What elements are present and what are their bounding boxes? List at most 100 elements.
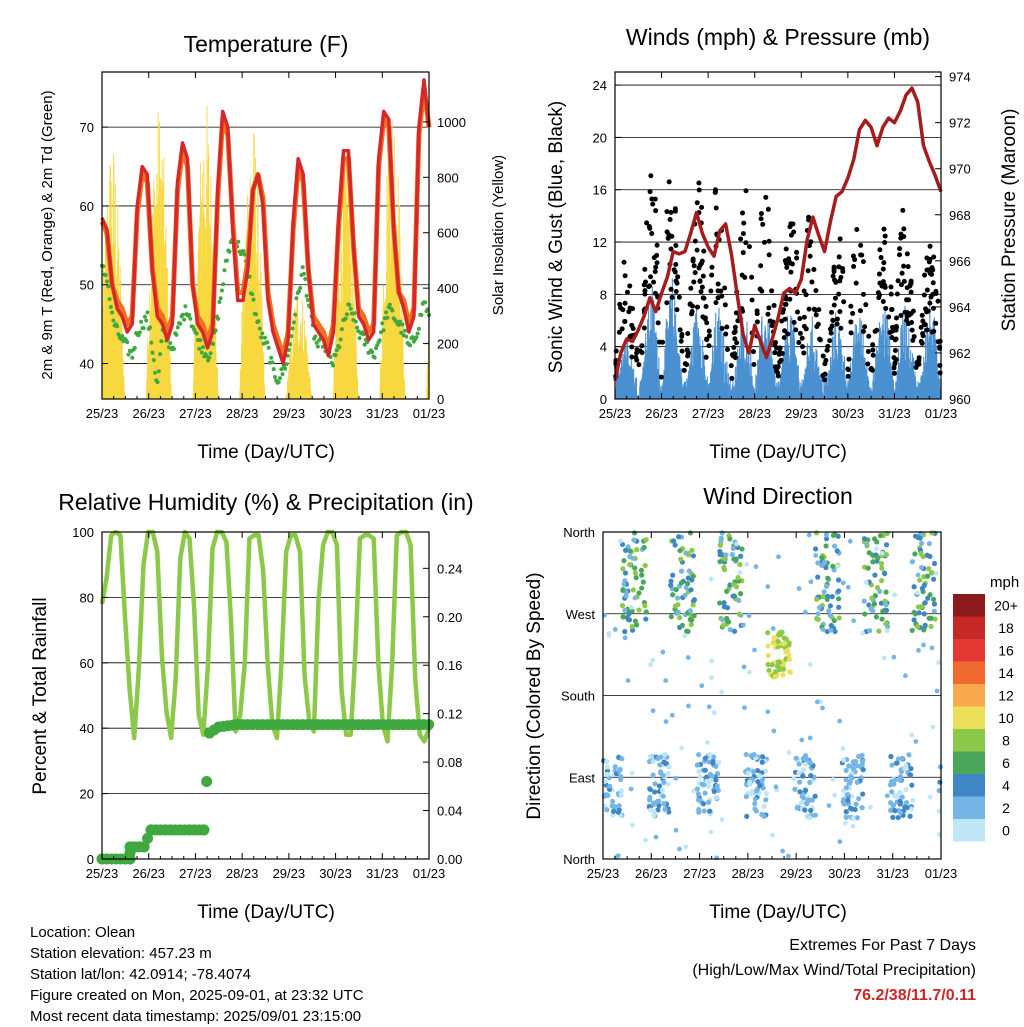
gust-point (684, 347, 690, 353)
gust-point (929, 271, 935, 277)
gust-point (807, 253, 813, 259)
gust-point (740, 250, 746, 256)
gust-point (904, 251, 910, 257)
direction-point (916, 610, 922, 616)
gust-point (889, 307, 895, 313)
direction-point (720, 617, 726, 623)
direction-point (892, 592, 898, 598)
gust-point (629, 322, 635, 328)
direction-point (934, 688, 940, 694)
gust-point (622, 273, 628, 279)
gust-point (836, 291, 842, 297)
direction-point (623, 547, 629, 553)
direction-point (794, 805, 800, 811)
direction-point (654, 798, 660, 805)
temperature-xtick-label: 25/23 (86, 406, 119, 421)
gust-point (732, 336, 738, 342)
gust-point (898, 282, 904, 288)
station-elevation: Station elevation: 457.23 m (30, 945, 212, 962)
dewpoint-point (300, 265, 305, 270)
direction-point (836, 596, 842, 602)
gust-point (911, 334, 917, 340)
gust-point (937, 338, 943, 344)
gust-point (797, 330, 803, 336)
gust-point (642, 291, 648, 297)
gust-point (796, 340, 802, 346)
direction-point (619, 756, 625, 762)
temperature-ytick-label: 50 (80, 278, 94, 293)
direction-point (620, 566, 626, 572)
extremes-box: Extremes For Past 7 Days (High/Low/Max W… (692, 933, 976, 1008)
gust-point (898, 231, 904, 237)
direction-point (824, 593, 831, 599)
gust-point (722, 285, 728, 291)
gust-point (927, 243, 933, 249)
dewpoint-point (219, 288, 224, 293)
dewpoint-point (283, 366, 288, 371)
precip-point (138, 841, 150, 853)
direction-point (653, 834, 659, 840)
dewpoint-point (315, 344, 320, 349)
gust-point (673, 243, 679, 249)
dewpoint-point (188, 316, 193, 321)
direction-point (787, 656, 793, 662)
gust-point (830, 317, 836, 323)
gust-point (652, 269, 658, 275)
gust-point (933, 320, 939, 326)
direction-point (883, 552, 890, 558)
direction-point (931, 608, 937, 614)
direction-point (874, 584, 881, 591)
direction-point (627, 548, 633, 554)
gust-point (790, 221, 796, 227)
direction-point (689, 547, 695, 553)
direction-point (705, 783, 712, 789)
winds-panel: Winds (mph) & Pressure (mb) 0 4 8 12 16 20 24 9… (546, 24, 1020, 463)
dewpoint-point (314, 340, 319, 345)
direction-point (694, 786, 700, 792)
gust-point (639, 343, 645, 349)
winds-ytick-right-label: 968 (949, 208, 971, 223)
direction-point (862, 611, 868, 617)
direction-ylabel: Direction (Colored By Speed) (524, 572, 545, 819)
direction-point (707, 808, 713, 814)
gust-point (763, 194, 769, 200)
direction-point (647, 794, 653, 800)
direction-point (807, 735, 813, 741)
direction-point (860, 767, 866, 773)
direction-point (907, 772, 914, 778)
precip-point (201, 775, 213, 787)
gust-point (688, 285, 694, 291)
winds-ytick-label: 8 (600, 287, 607, 302)
dewpoint-point (110, 310, 115, 315)
gust-point (751, 361, 757, 367)
gust-point (616, 329, 622, 335)
direction-point (619, 603, 626, 609)
temperature-ytick-right-label: 600 (437, 226, 459, 241)
extremes-values: 76.2/38/11.7/0.11 (853, 987, 976, 1004)
gust-point (692, 270, 698, 276)
direction-point (752, 800, 758, 807)
dewpoint-point (250, 292, 255, 297)
gust-point (669, 294, 675, 300)
gust-point (646, 224, 652, 230)
direction-point (802, 787, 809, 793)
gust-point (715, 295, 721, 301)
direction-point (872, 572, 878, 578)
gust-point (801, 350, 807, 356)
direction-point (687, 530, 694, 536)
direction-point (889, 789, 895, 795)
dewpoint-point (142, 314, 147, 319)
humidity-ytick-right-label: 0.16 (437, 658, 462, 673)
direction-point (607, 783, 613, 789)
gust-point (872, 328, 878, 334)
direction-point (825, 575, 831, 581)
temperature-ylabel-left: 2m & 9m T (Red, Orange) & 2m Td (Green) (39, 90, 56, 379)
gust-point (865, 349, 871, 355)
direction-point (878, 560, 885, 567)
direction-point (741, 664, 747, 670)
gust-point (699, 258, 705, 264)
legend-label: 18 (998, 620, 1014, 636)
direction-point (719, 817, 725, 823)
direction-point (770, 832, 775, 838)
direction-point (823, 564, 829, 571)
